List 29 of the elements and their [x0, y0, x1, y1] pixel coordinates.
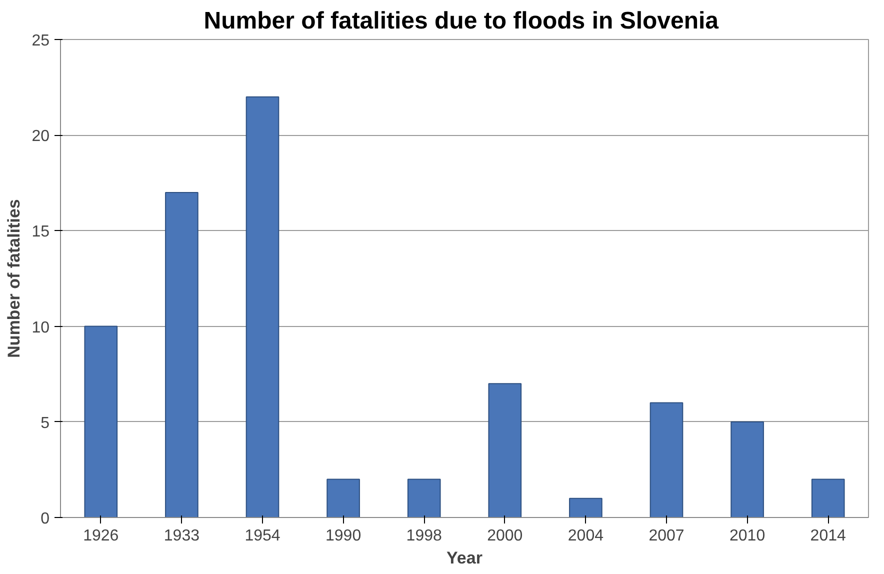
bar: [488, 383, 522, 518]
y-tick-label: 0: [40, 510, 50, 528]
bar: [730, 421, 764, 518]
bar: [165, 192, 198, 518]
bar: [811, 478, 845, 518]
x-tick-label: 1933: [164, 528, 200, 544]
y-tick-label: 20: [32, 128, 50, 146]
y-axis-title: Number of fatalities: [4, 199, 24, 358]
x-tick-label: 1990: [326, 528, 362, 544]
x-tick-label: 2014: [810, 528, 846, 544]
bar: [84, 326, 118, 518]
y-tick-label: 15: [32, 224, 50, 241]
bar: [407, 478, 441, 518]
x-tick-label: 2007: [648, 528, 684, 544]
bar: [326, 478, 360, 518]
chart-title: Number of fatalities due to floods in Slovenia: [204, 8, 720, 34]
x-tick-label: 2000: [487, 528, 523, 544]
y-tick-label: 5: [40, 414, 50, 432]
x-tick-label: 1998: [406, 528, 442, 544]
x-tick-label: 1926: [83, 528, 119, 544]
y-tick-label: 10: [32, 319, 50, 336]
x-tick-label: 2010: [730, 528, 766, 544]
x-tick-label: 2004: [568, 528, 604, 544]
bar: [246, 96, 280, 518]
bar: [569, 498, 602, 518]
y-tick-label: 25: [32, 32, 50, 50]
x-tick-label: 1954: [244, 528, 280, 544]
x-axis-title: Year: [446, 548, 483, 568]
bar: [650, 402, 684, 518]
